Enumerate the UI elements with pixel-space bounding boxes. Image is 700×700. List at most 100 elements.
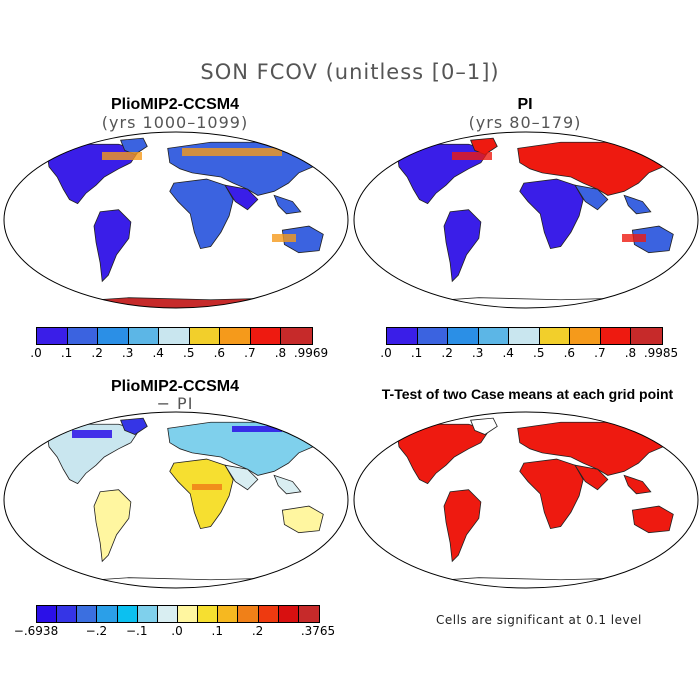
colorbar-tick-label: .2 bbox=[441, 346, 453, 360]
colorbar-tick-label: .3 bbox=[121, 346, 134, 360]
colorbar-swatch bbox=[238, 606, 259, 622]
colorbar-swatch bbox=[177, 606, 199, 622]
colorbar-swatch bbox=[258, 606, 279, 622]
colorbar-tick-label: .7 bbox=[594, 346, 606, 360]
continent-shape bbox=[631, 225, 674, 254]
colorbar-3 bbox=[36, 605, 320, 623]
colorbar-swatch bbox=[539, 328, 571, 344]
colorbar-tick-label: .4 bbox=[502, 346, 514, 360]
continent-shape bbox=[169, 178, 234, 250]
continent-shape bbox=[281, 225, 324, 254]
continent-shape bbox=[443, 209, 482, 283]
colorbar-tick-label: .6 bbox=[213, 346, 226, 360]
colorbar-swatch bbox=[117, 606, 138, 622]
continent-shape bbox=[67, 577, 314, 588]
colorbar-swatch bbox=[478, 328, 510, 344]
continent-shape bbox=[519, 178, 584, 250]
map-outline bbox=[3, 411, 349, 589]
colorbar-tick-label: .0 bbox=[380, 346, 392, 360]
continent-shape bbox=[443, 489, 482, 563]
panel2-title: PI bbox=[517, 96, 533, 113]
colorbar-tick-label: .7 bbox=[244, 346, 256, 360]
colorbar-swatch bbox=[57, 606, 78, 622]
colorbar-swatch bbox=[631, 328, 662, 344]
map-outline bbox=[353, 131, 699, 309]
colorbar-swatch bbox=[220, 328, 251, 344]
colorbar-tick-label: .5 bbox=[183, 346, 195, 360]
colorbar-tick-label: .2 bbox=[251, 624, 264, 638]
continent-shape bbox=[470, 137, 498, 155]
colorbar-tick-label: .1 bbox=[410, 346, 423, 360]
colorbar-swatch bbox=[298, 606, 319, 622]
colorbar-swatch bbox=[97, 606, 118, 622]
colorbar-swatch bbox=[67, 328, 99, 344]
map-panel2 bbox=[353, 131, 699, 309]
significance-note: Cells are significant at 0.1 level bbox=[436, 613, 642, 627]
continent-shape bbox=[417, 577, 664, 588]
colorbar-swatch bbox=[189, 328, 221, 344]
colorbar-tick-label: .3765 bbox=[300, 624, 336, 638]
panel1-title: PlioMIP2-CCSM4 bbox=[110, 96, 239, 113]
panel1-subtitle: (yrs 1000–1099) bbox=[101, 113, 249, 132]
high-fcov-patch bbox=[102, 152, 142, 160]
map-outline bbox=[3, 131, 349, 309]
continent-shape bbox=[67, 297, 314, 308]
colorbar-swatch bbox=[159, 328, 190, 344]
colorbar-tick-label: −.6938 bbox=[13, 624, 59, 638]
panel2-subtitle: (yrs 80–179) bbox=[468, 113, 582, 132]
colorbar-swatch bbox=[448, 328, 479, 344]
high-fcov-patch bbox=[182, 148, 282, 156]
continent-shape bbox=[120, 137, 148, 155]
colorbar-2-ticks: .0 .1 .2 .3 .4 .5 .6 .7 .8 .9985 bbox=[380, 346, 678, 360]
colorbar-tick-label: .4 bbox=[152, 346, 164, 360]
colorbar-tick-label: .6 bbox=[563, 346, 576, 360]
colorbar-3-ticks: −.6938 −.2 −.1 .0 .1 .2 .3765 bbox=[14, 624, 335, 638]
continent-shape bbox=[470, 417, 498, 435]
colorbar-swatch bbox=[37, 328, 68, 344]
colorbar-tick-label: .2 bbox=[91, 346, 103, 360]
continent-shape bbox=[396, 423, 490, 485]
colorbar-swatch bbox=[198, 606, 219, 622]
colorbar-tick-label: .8 bbox=[274, 346, 287, 360]
colorbar-tick-label: .0 bbox=[171, 624, 183, 638]
continent-shape bbox=[273, 194, 302, 215]
colorbar-swatch bbox=[417, 328, 449, 344]
colorbar-swatch bbox=[387, 328, 418, 344]
continent-shape bbox=[519, 458, 584, 530]
colorbar-swatch bbox=[509, 328, 540, 344]
continent-shape bbox=[631, 505, 674, 534]
colorbar-2 bbox=[386, 327, 663, 345]
difference-patch bbox=[192, 484, 222, 490]
continent-shape bbox=[224, 184, 259, 211]
colorbar-1-ticks: .0 .1 .2 .3 .4 .5 .6 .7 .8 .9969 bbox=[30, 346, 328, 360]
colorbar-tick-label: .1 bbox=[60, 346, 73, 360]
colorbar-tick-label: .3 bbox=[471, 346, 484, 360]
colorbar-swatch bbox=[128, 328, 160, 344]
panel3-title: PlioMIP2-CCSM4 bbox=[110, 378, 239, 395]
figure-title: SON FCOV (unitless [0–1]) bbox=[200, 60, 500, 84]
continent-shape bbox=[273, 474, 302, 495]
continent-shape bbox=[224, 464, 259, 491]
continent-shape bbox=[169, 458, 234, 530]
colorbar-swatch bbox=[250, 328, 282, 344]
continent-shape bbox=[417, 297, 664, 308]
colorbar-swatch bbox=[278, 606, 299, 622]
continent-shape bbox=[574, 464, 609, 491]
map-panel1 bbox=[3, 131, 349, 309]
map-outline bbox=[353, 411, 699, 589]
continent-shape bbox=[623, 194, 652, 215]
colorbar-tick-label: −.1 bbox=[125, 624, 148, 638]
map-panel4 bbox=[353, 411, 699, 589]
high-fcov-patch bbox=[622, 234, 646, 242]
continent-shape bbox=[281, 505, 324, 534]
colorbar-swatch bbox=[570, 328, 601, 344]
map-panel3 bbox=[3, 411, 349, 589]
colorbar-swatch bbox=[77, 606, 98, 622]
difference-patch bbox=[72, 430, 112, 438]
panel4-title: T-Test of two Case means at each grid po… bbox=[381, 386, 674, 402]
colorbar-tick-label: .5 bbox=[533, 346, 545, 360]
continent-shape bbox=[93, 209, 132, 283]
difference-patch bbox=[232, 426, 282, 432]
colorbar-swatch bbox=[218, 606, 239, 622]
colorbar-tick-label: −.2 bbox=[85, 624, 108, 638]
